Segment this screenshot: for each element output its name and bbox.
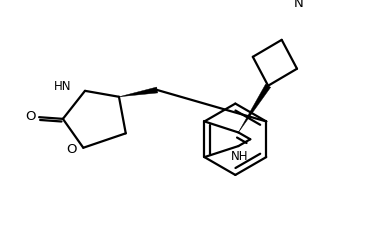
Text: O: O	[66, 143, 77, 156]
Polygon shape	[119, 87, 158, 97]
Text: NH: NH	[231, 150, 249, 163]
Text: HN: HN	[54, 80, 71, 93]
Text: N: N	[294, 0, 304, 10]
Text: O: O	[25, 110, 36, 123]
Polygon shape	[238, 84, 270, 132]
